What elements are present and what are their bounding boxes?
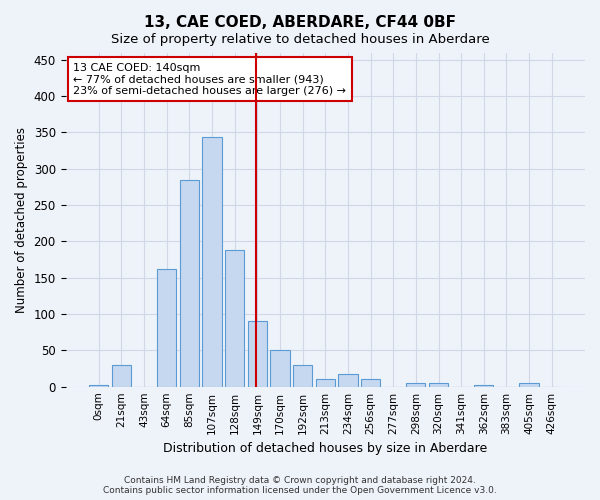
Bar bbox=[293, 365, 312, 386]
Bar bbox=[248, 322, 267, 386]
Bar bbox=[202, 137, 221, 386]
Bar bbox=[89, 384, 109, 386]
Bar bbox=[225, 250, 244, 386]
Text: Contains HM Land Registry data © Crown copyright and database right 2024.
Contai: Contains HM Land Registry data © Crown c… bbox=[103, 476, 497, 495]
Bar bbox=[520, 383, 539, 386]
Bar bbox=[361, 380, 380, 386]
Bar bbox=[406, 383, 425, 386]
Text: Size of property relative to detached houses in Aberdare: Size of property relative to detached ho… bbox=[110, 32, 490, 46]
Bar bbox=[316, 378, 335, 386]
Bar bbox=[180, 180, 199, 386]
Y-axis label: Number of detached properties: Number of detached properties bbox=[15, 126, 28, 312]
Bar bbox=[112, 365, 131, 386]
Bar bbox=[429, 383, 448, 386]
Bar bbox=[157, 269, 176, 386]
Text: 13 CAE COED: 140sqm
← 77% of detached houses are smaller (943)
23% of semi-detac: 13 CAE COED: 140sqm ← 77% of detached ho… bbox=[73, 62, 346, 96]
Bar bbox=[271, 350, 290, 386]
X-axis label: Distribution of detached houses by size in Aberdare: Distribution of detached houses by size … bbox=[163, 442, 487, 455]
Bar bbox=[338, 374, 358, 386]
Text: 13, CAE COED, ABERDARE, CF44 0BF: 13, CAE COED, ABERDARE, CF44 0BF bbox=[144, 15, 456, 30]
Bar bbox=[474, 384, 493, 386]
